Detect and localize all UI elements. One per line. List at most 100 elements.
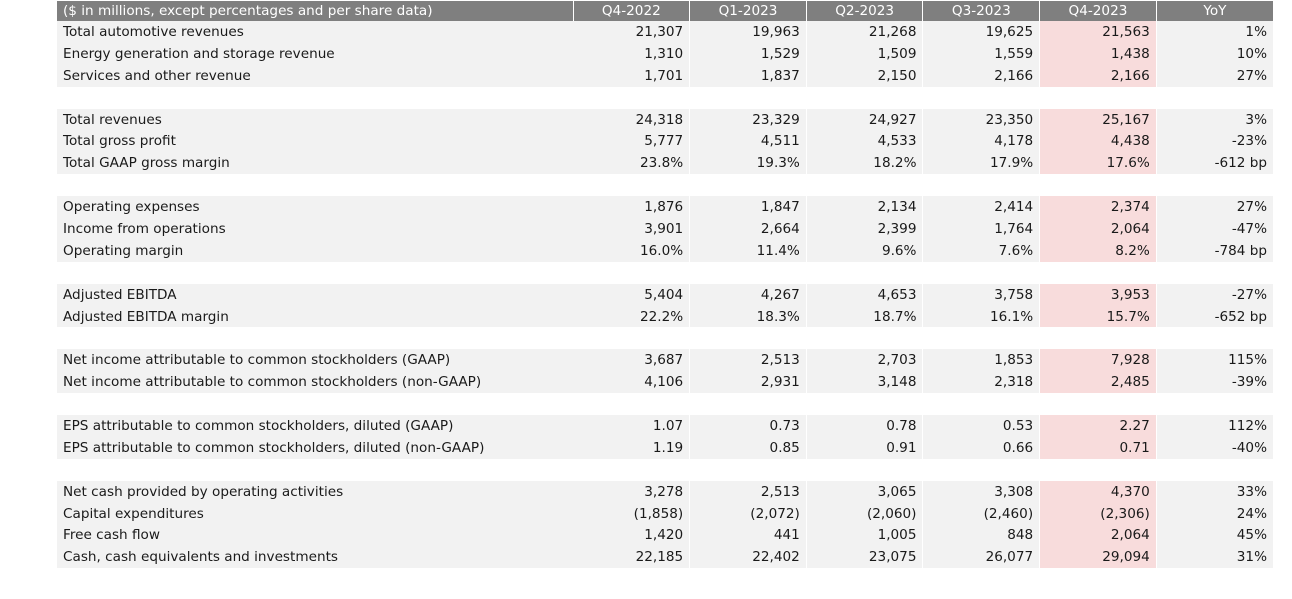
row-label: Total automotive revenues: [57, 21, 574, 43]
value-cell: 1,837: [689, 64, 807, 87]
spacer-cell: [57, 393, 1273, 416]
value-cell: 21,307: [573, 21, 691, 43]
value-cell: 441: [689, 524, 807, 547]
yoy-cell: 1%: [1156, 21, 1273, 43]
spacer-cell: [57, 458, 1273, 481]
value-cell: 0.85: [689, 436, 807, 459]
value-cell: 24,927: [806, 108, 924, 131]
value-cell: 1,559: [922, 42, 1041, 65]
value-cell: 4,178: [922, 130, 1041, 153]
row-label: Services and other revenue: [57, 64, 574, 87]
value-cell: 4,267: [689, 283, 807, 306]
value-cell: 3,065: [806, 480, 924, 503]
value-cell: 19,963: [689, 21, 807, 43]
table-row: Total GAAP gross margin 23.8% 19.3% 18.2% 17…: [57, 152, 1273, 175]
value-cell: 21,268: [806, 21, 924, 43]
value-cell: 19,625: [922, 21, 1041, 43]
value-cell: 1,847: [689, 196, 807, 219]
value-cell: 2,064: [1039, 218, 1157, 240]
spacer-cell: [57, 86, 1273, 109]
value-cell: 18.2%: [806, 152, 924, 175]
value-cell: 29,094: [1039, 546, 1157, 569]
spacer-cell: [57, 174, 1273, 197]
table-row: Total gross profit 5,777 4,511 4,533 4,178 4,…: [57, 130, 1273, 153]
value-cell: 16.0%: [573, 239, 691, 262]
yoy-cell: 112%: [1156, 415, 1273, 437]
value-cell: 2,485: [1039, 371, 1157, 394]
value-cell: (2,306): [1039, 502, 1157, 525]
table-row: EPS attributable to common stockholders,…: [57, 415, 1273, 437]
value-cell: 2,664: [689, 218, 807, 240]
value-cell: 23.8%: [573, 152, 691, 175]
value-cell: 0.91: [806, 436, 924, 459]
yoy-cell: 27%: [1156, 64, 1273, 87]
row-label: Operating margin: [57, 239, 574, 262]
value-cell: 4,106: [573, 371, 691, 394]
row-label: Total gross profit: [57, 130, 574, 153]
value-cell: 9.6%: [806, 239, 924, 262]
spacer-row: [57, 86, 1273, 109]
table-row: Adjusted EBITDA margin 22.2% 18.3% 18.7% 16.…: [57, 305, 1273, 328]
table-row: Free cash flow 1,420 441 1,005 848 2,064 45%: [57, 524, 1273, 547]
value-cell: 2,064: [1039, 524, 1157, 547]
value-cell: 21,563: [1039, 21, 1157, 43]
value-cell: 4,370: [1039, 480, 1157, 503]
spacer-row: [57, 393, 1273, 416]
yoy-cell: -784 bp: [1156, 239, 1273, 262]
value-cell: 17.6%: [1039, 152, 1157, 175]
row-label: Adjusted EBITDA: [57, 283, 574, 306]
yoy-cell: 45%: [1156, 524, 1273, 547]
value-cell: 4,511: [689, 130, 807, 153]
row-label: Income from operations: [57, 218, 574, 240]
value-cell: (1,858): [573, 502, 691, 525]
value-cell: 3,901: [573, 218, 691, 240]
value-cell: 4,653: [806, 283, 924, 306]
column-header: Q3-2023: [922, 1, 1041, 21]
value-cell: 0.78: [806, 415, 924, 437]
row-label: Net cash provided by operating activitie…: [57, 480, 574, 503]
table-row: Net income attributable to common stockh…: [57, 349, 1273, 372]
value-cell: 7.6%: [922, 239, 1041, 262]
value-cell: 1,420: [573, 524, 691, 547]
value-cell: 24,318: [573, 108, 691, 131]
value-cell: 2,931: [689, 371, 807, 394]
value-cell: 3,758: [922, 283, 1041, 306]
column-header: YoY: [1156, 1, 1273, 21]
table-row: Income from operations 3,901 2,664 2,399 1,7…: [57, 218, 1273, 240]
value-cell: 1,509: [806, 42, 924, 65]
value-cell: 26,077: [922, 546, 1041, 569]
value-cell: 23,075: [806, 546, 924, 569]
value-cell: 16.1%: [922, 305, 1041, 328]
row-label: Adjusted EBITDA margin: [57, 305, 574, 328]
value-cell: 7,928: [1039, 349, 1157, 372]
value-cell: 11.4%: [689, 239, 807, 262]
yoy-cell: -612 bp: [1156, 152, 1273, 175]
yoy-cell: 31%: [1156, 546, 1273, 569]
value-cell: 1,701: [573, 64, 691, 87]
table-row: Total revenues 24,318 23,329 24,927 23,350 25…: [57, 108, 1273, 131]
yoy-cell: -40%: [1156, 436, 1273, 459]
table-row: Capital expenditures (1,858) (2,072) (2,060…: [57, 502, 1273, 525]
row-label: EPS attributable to common stockholders,…: [57, 436, 574, 459]
value-cell: 2,150: [806, 64, 924, 87]
value-cell: 3,687: [573, 349, 691, 372]
value-cell: 0.71: [1039, 436, 1157, 459]
yoy-cell: 33%: [1156, 480, 1273, 503]
spacer-row: [57, 458, 1273, 481]
header-label: ($ in millions, except percentages and p…: [57, 1, 574, 21]
row-label: Energy generation and storage revenue: [57, 42, 574, 65]
value-cell: 18.3%: [689, 305, 807, 328]
value-cell: 22,185: [573, 546, 691, 569]
value-cell: 0.53: [922, 415, 1041, 437]
row-label: Total GAAP gross margin: [57, 152, 574, 175]
value-cell: 5,777: [573, 130, 691, 153]
value-cell: 15.7%: [1039, 305, 1157, 328]
column-header: Q1-2023: [689, 1, 807, 21]
value-cell: 1,310: [573, 42, 691, 65]
spacer-row: [57, 174, 1273, 197]
yoy-cell: -23%: [1156, 130, 1273, 153]
value-cell: 18.7%: [806, 305, 924, 328]
value-cell: 22,402: [689, 546, 807, 569]
value-cell: (2,072): [689, 502, 807, 525]
value-cell: 2,399: [806, 218, 924, 240]
